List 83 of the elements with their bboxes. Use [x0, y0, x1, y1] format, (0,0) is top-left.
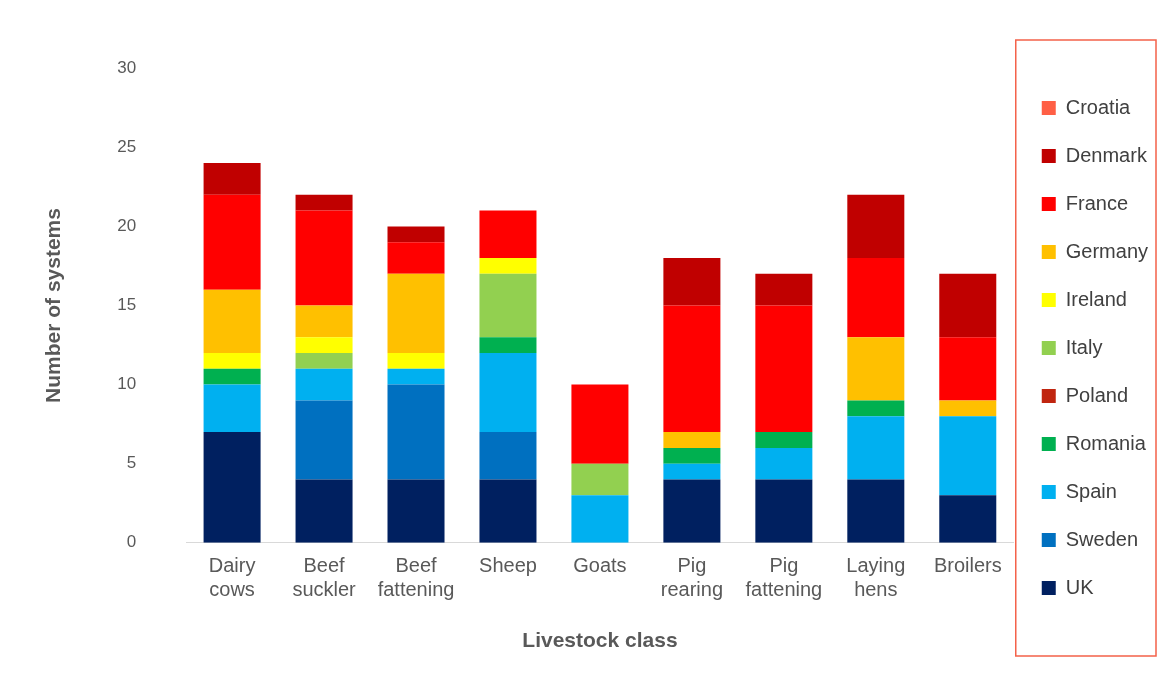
bar [387, 242, 445, 274]
bar [479, 432, 537, 480]
bar [755, 479, 813, 543]
legend-label: Romania [1065, 431, 1147, 454]
legend-label: Ireland [1065, 287, 1127, 310]
legend-label: Italy [1065, 335, 1103, 358]
legend-label: Spain [1065, 479, 1117, 502]
x-tick-label: Beef suckler [292, 554, 357, 601]
y-tick-label: 0 [126, 532, 137, 552]
bar [387, 352, 445, 369]
bar [295, 479, 353, 543]
y-tick-label: 5 [126, 453, 137, 473]
bar [571, 463, 629, 496]
bar [755, 432, 813, 448]
x-tick-label: Goats [573, 554, 627, 577]
legend-label: Poland [1065, 383, 1129, 406]
bar [295, 305, 353, 338]
x-tick-label: Beef fattening [377, 554, 455, 601]
bar [295, 210, 353, 306]
bar [663, 432, 721, 448]
legend-label: Sweden [1065, 527, 1139, 550]
bar [203, 384, 261, 433]
x-tick-label: Pig fattening [745, 554, 823, 601]
bar [663, 258, 721, 306]
bar [663, 305, 721, 433]
y-tick-label: 10 [117, 374, 137, 394]
bar [479, 273, 537, 338]
bar [387, 384, 445, 480]
legend-label: Croatia [1065, 95, 1132, 118]
bar [663, 447, 721, 464]
bar [847, 258, 905, 338]
bar [939, 273, 997, 338]
bar [571, 384, 629, 464]
bar [847, 337, 905, 401]
bar [203, 352, 261, 369]
bar [295, 368, 353, 401]
bar [387, 368, 445, 385]
bar [295, 194, 353, 211]
bar [939, 416, 997, 496]
x-tick-label: Broilers [933, 554, 1002, 577]
bar [479, 479, 537, 543]
bar [755, 447, 813, 480]
bar [571, 495, 629, 543]
bar [203, 289, 261, 353]
bar [755, 273, 813, 306]
y-tick-label: 25 [117, 136, 137, 156]
bar [755, 305, 813, 433]
bar [203, 194, 261, 290]
bar [203, 432, 261, 543]
legend-label: Germany [1065, 239, 1148, 262]
bar [939, 337, 997, 401]
bar [847, 416, 905, 480]
bar [479, 258, 537, 274]
bar [387, 479, 445, 543]
x-axis-title: Livestock class [522, 628, 678, 652]
y-tick-label: 30 [117, 57, 137, 77]
bar [939, 400, 997, 417]
bar [203, 368, 261, 385]
bar [847, 194, 905, 259]
bar [387, 226, 445, 243]
bar [663, 479, 721, 543]
x-tick-label: Laying hens [846, 554, 906, 601]
bar [295, 337, 353, 353]
y-axis-title: Number of systems [41, 208, 65, 403]
bar [847, 479, 905, 543]
x-tick-label: Sheep [479, 554, 537, 577]
legend-label: UK [1065, 575, 1095, 598]
bar [847, 400, 905, 417]
bar [479, 352, 537, 433]
bar [295, 400, 353, 480]
bar [295, 352, 353, 369]
x-tick-label: Dairy cows [208, 554, 256, 601]
x-tick-label: Pig rearing [660, 554, 724, 601]
bar [939, 495, 997, 543]
y-tick-label: 15 [117, 295, 137, 315]
bar [387, 273, 445, 353]
bar [479, 337, 537, 353]
legend-label: Denmark [1065, 143, 1148, 166]
bar [203, 163, 261, 195]
legend-label: France [1065, 191, 1128, 214]
y-tick-label: 20 [117, 216, 137, 236]
bar [479, 210, 537, 259]
bar [663, 463, 721, 480]
